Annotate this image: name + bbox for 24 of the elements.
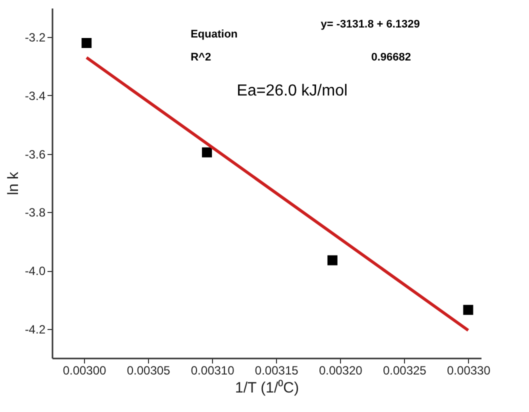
y-tick-label: -4.0 — [24, 264, 46, 278]
y-tick-label: -3.2 — [24, 30, 46, 45]
y-tick-label: -3.8 — [24, 206, 46, 220]
annotation: 0.96682 — [371, 52, 411, 64]
point — [202, 147, 212, 158]
x-tick-label: 0.00300 — [62, 364, 107, 378]
annotation: Equation — [190, 28, 238, 40]
point — [463, 304, 474, 315]
x-tick-label: 0.00305 — [126, 364, 171, 378]
x-axis-title: 1/T (1/⁰C) — [235, 380, 299, 396]
point — [327, 255, 338, 266]
y-axis-title: ln k — [4, 171, 22, 196]
y-tick-label: -3.6 — [24, 147, 46, 162]
point — [82, 38, 92, 48]
x-tick-label: 0.00330 — [447, 364, 491, 378]
x-tick-label: 0.00310 — [190, 364, 235, 378]
x-tick-label: 0.00315 — [254, 364, 299, 378]
y-tick-label: -4.2 — [24, 322, 46, 336]
annotation: y= -3131.8 + 6.1329 — [320, 18, 420, 30]
y-tick-label: -3.4 — [24, 89, 46, 103]
x-tick-label: 0.00320 — [318, 364, 363, 378]
annotation: Ea=26.0 kJ/mol — [236, 82, 348, 100]
annotation: R^2 — [190, 52, 212, 64]
x-tick-label: 0.00325 — [382, 364, 427, 378]
